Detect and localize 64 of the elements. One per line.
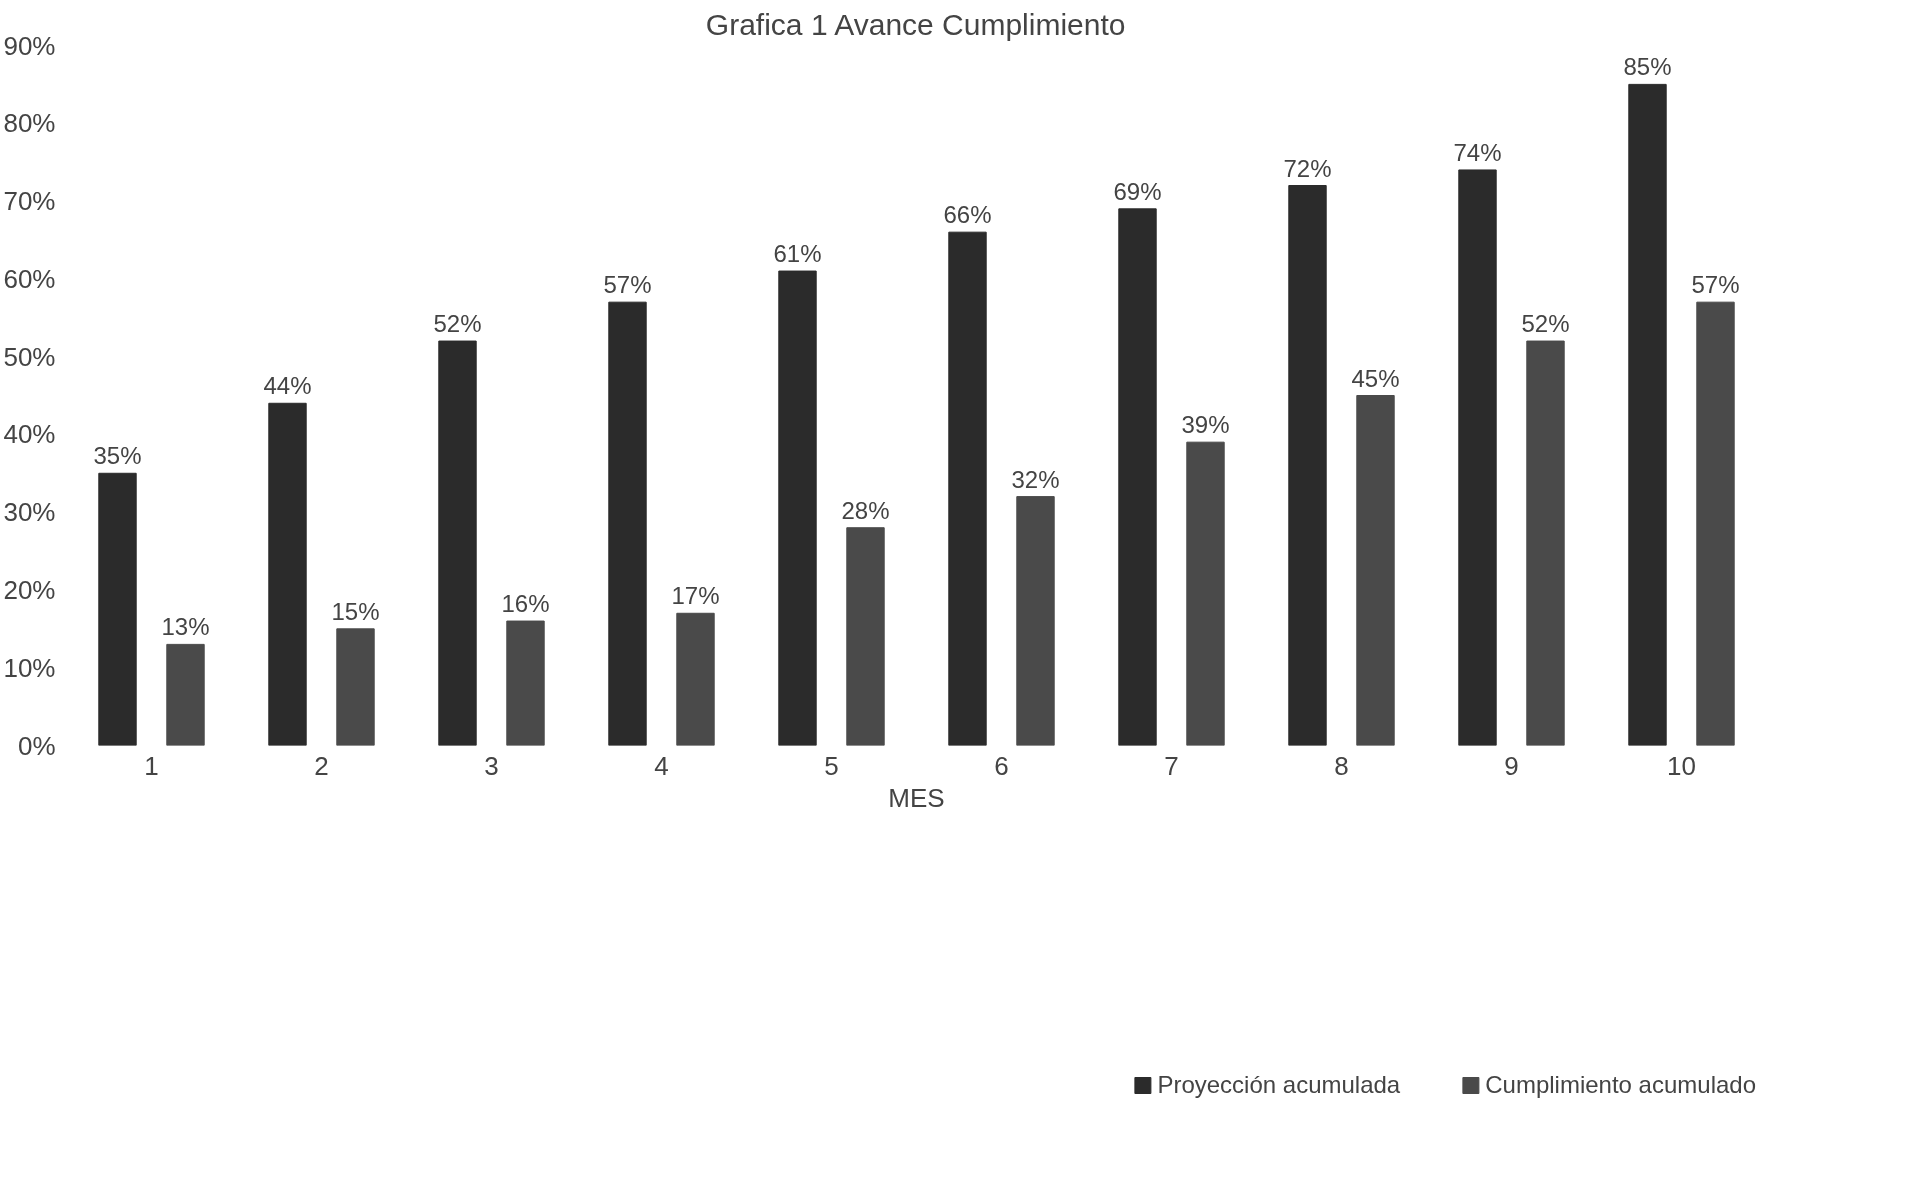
y-tick-label: 0%	[17, 730, 56, 761]
bar	[1458, 169, 1497, 746]
bar	[1118, 208, 1157, 746]
bar	[846, 527, 885, 746]
y-tick-label: 80%	[3, 108, 56, 139]
y-tick-label: 60%	[3, 263, 56, 294]
data-label: 57%	[1691, 271, 1740, 299]
data-label: 61%	[773, 240, 822, 268]
data-label: 74%	[1453, 138, 1502, 166]
y-tick-label: 40%	[3, 419, 56, 450]
bar	[98, 472, 137, 746]
x-tick-label: 7	[1164, 750, 1179, 781]
x-tick-label: 10	[1667, 750, 1696, 781]
chart-title: Grafica 1 Avance Cumplimiento	[705, 7, 1126, 41]
bar	[608, 301, 647, 746]
data-label: 52%	[1521, 310, 1570, 338]
x-tick-label: 1	[144, 750, 159, 781]
bar	[1628, 83, 1667, 746]
data-label: 13%	[161, 613, 210, 641]
y-tick-label: 10%	[3, 652, 56, 683]
bar	[166, 643, 205, 746]
bar	[268, 402, 307, 746]
data-label: 16%	[501, 590, 550, 618]
data-label: 35%	[93, 442, 142, 470]
bar	[1526, 340, 1565, 746]
x-axis-title: MES	[888, 782, 945, 813]
x-tick-label: 3	[484, 750, 499, 781]
data-label: 45%	[1351, 364, 1400, 392]
bar	[1696, 301, 1735, 746]
data-label: 15%	[331, 597, 380, 625]
bar	[948, 231, 987, 746]
y-tick-label: 50%	[3, 341, 56, 372]
x-tick-label: 9	[1504, 750, 1519, 781]
x-tick-label: 2	[314, 750, 329, 781]
x-tick-label: 5	[824, 750, 839, 781]
y-tick-label: 70%	[3, 186, 56, 217]
bar	[336, 628, 375, 746]
data-label: 69%	[1113, 177, 1162, 205]
data-label: 66%	[943, 201, 992, 229]
legend-label: Proyección acumulada	[1157, 1071, 1401, 1099]
bar	[676, 612, 715, 746]
y-tick-label: 30%	[3, 497, 56, 528]
x-tick-label: 4	[654, 750, 669, 781]
x-tick-label: 6	[994, 750, 1009, 781]
data-label: 39%	[1181, 411, 1230, 439]
bar	[1288, 185, 1327, 746]
data-label: 28%	[841, 496, 890, 524]
x-tick-label: 8	[1334, 750, 1349, 781]
bar	[438, 340, 477, 746]
data-label: 32%	[1011, 465, 1060, 493]
data-label: 85%	[1623, 53, 1672, 81]
data-label: 72%	[1283, 154, 1332, 182]
data-label: 44%	[263, 372, 312, 400]
bar	[1186, 441, 1225, 746]
bar	[1016, 496, 1055, 746]
bar	[778, 270, 817, 746]
data-label: 57%	[603, 271, 652, 299]
data-label: 17%	[671, 582, 720, 610]
data-label: 52%	[433, 310, 482, 338]
bar	[1356, 395, 1395, 746]
y-tick-label: 90%	[3, 30, 56, 61]
legend-label: Cumplimiento acumulado	[1485, 1071, 1756, 1099]
y-tick-label: 20%	[3, 574, 56, 605]
bar	[506, 620, 545, 746]
